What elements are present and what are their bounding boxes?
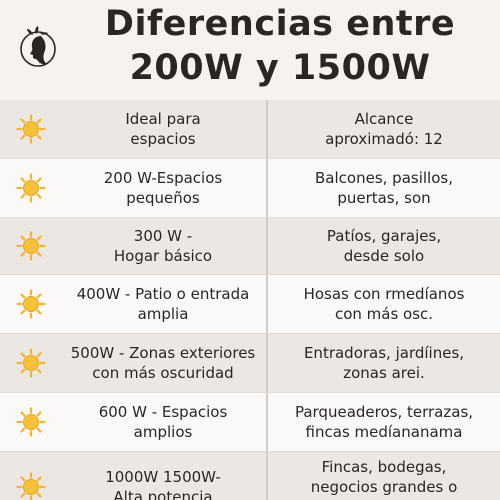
left-cell-text: 500W - Zonas exteriores con más oscurida… (70, 344, 256, 382)
left-cell: 300 W - Hogar básico (0, 218, 266, 274)
left-cell: 400W - Patio o entrada amplia (0, 275, 266, 333)
left-cell-text: 400W - Patio o entrada amplia (76, 285, 250, 323)
left-cell: 1000W 1500W- Alta potencia (0, 452, 266, 500)
title-line-1: Diferencias entre (104, 4, 456, 44)
left-cell-text: 600 W - Espacios amplios (98, 403, 228, 441)
right-cell: Fincas, bodegas, negocios grandes o terr… (266, 452, 500, 500)
right-cell: Balcones, pasillos, puertas, son (266, 159, 500, 217)
woman-profile-leaf-logo (20, 26, 56, 67)
left-cell: 500W - Zonas exteriores con más oscurida… (0, 334, 266, 392)
table-row: 200 W-Espacios pequeños Balcones, pasillo… (0, 159, 500, 217)
sun-icon (16, 472, 46, 500)
table-row: 600 W - Espacios amplios Parqueaderos, te… (0, 393, 500, 451)
sun-icon (16, 348, 46, 378)
right-cell-text: Balcones, pasillos, puertas, son (315, 169, 453, 207)
right-cell-text: Fincas, bodegas, negocios grandes o terr… (310, 458, 458, 500)
comparison-table: Ideal para espacios Alcance aproximadó: 1… (0, 100, 500, 500)
left-cell: 600 W - Espacios amplios (0, 393, 266, 451)
table-row: 500W - Zonas exteriores con más oscurida… (0, 334, 500, 392)
row-divider (0, 274, 500, 275)
table-row: 300 W - Hogar básico Patíos, garajes, des… (0, 218, 500, 274)
left-cell: Ideal para espacios (0, 100, 266, 158)
right-cell-text: Entradoras, jardíines, zonas arei. (303, 344, 465, 382)
right-cell-text: Alcance aproximadó: 12 (325, 110, 443, 148)
table-row: 400W - Patio o entrada amplia Hosas con r… (0, 275, 500, 333)
sun-icon (16, 289, 46, 319)
right-cell: Alcance aproximadó: 12 (266, 100, 500, 158)
right-cell-text: Parqueaderos, terrazas, fincas medíanana… (294, 403, 474, 441)
title-line-2: 200W y 1500W (129, 48, 431, 88)
left-cell-text: 200 W-Espacios pequeños (103, 169, 223, 207)
right-cell: Entradoras, jardíines, zonas arei. (266, 334, 500, 392)
row-divider (0, 158, 500, 159)
page-title: Diferencias entre 200W y 1500W (60, 2, 500, 90)
left-cell: 200 W-Espacios pequeños (0, 159, 266, 217)
sun-icon (16, 114, 46, 144)
left-cell-text: 1000W 1500W- Alta potencia (105, 468, 221, 500)
right-cell-text: Patíos, garajes, desde solo (326, 227, 442, 265)
left-cell-text: Ideal para espacios (125, 110, 201, 148)
right-cell: Patíos, garajes, desde solo (266, 218, 500, 274)
right-cell-text: Hosas con rmedíanos con más osc. (303, 285, 465, 323)
row-divider (0, 333, 500, 334)
row-divider (0, 392, 500, 393)
table-row: 1000W 1500W- Alta potencia Fincas, bodega… (0, 452, 500, 500)
row-divider (0, 451, 500, 452)
row-divider (0, 217, 500, 218)
sun-icon (16, 407, 46, 437)
sun-icon (16, 231, 46, 261)
table-row: Ideal para espacios Alcance aproximadó: 1… (0, 100, 500, 158)
right-cell: Parqueaderos, terrazas, fincas medíanana… (266, 393, 500, 451)
right-cell: Hosas con rmedíanos con más osc. (266, 275, 500, 333)
sun-icon (16, 173, 46, 203)
left-cell-text: 300 W - Hogar básico (113, 227, 213, 265)
